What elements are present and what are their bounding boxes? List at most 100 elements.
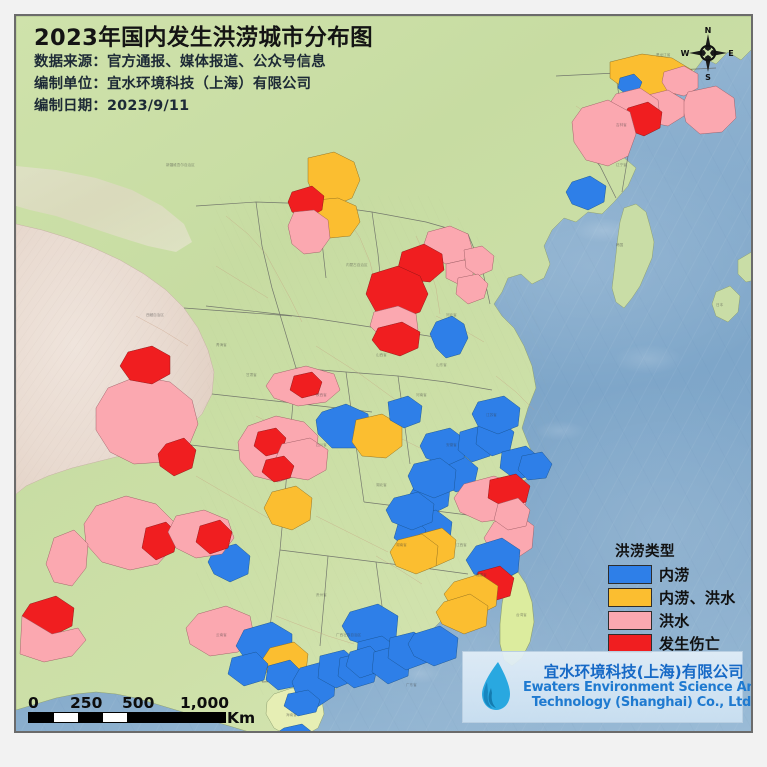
flood-region-group-south [185, 603, 459, 733]
map-frame: 新疆维吾尔自治区 西藏自治区 青海省 内蒙古自治区 山西省 山东省 四川省 湖北… [14, 14, 753, 733]
region-ganzi[interactable] [119, 345, 171, 385]
region-shenyang[interactable] [565, 175, 607, 211]
region-anqing[interactable] [407, 457, 457, 499]
region-handan[interactable] [371, 321, 421, 357]
svg-text:河北省: 河北省 [446, 312, 457, 317]
flood-region-group-beijing-hebei [365, 225, 495, 359]
data-source-line: 数据来源：官方通报、媒体报道、公众号信息 [34, 54, 326, 71]
region-jinan[interactable] [429, 315, 469, 359]
company-name-en1: Ewaters Environment Science And [523, 680, 753, 696]
region-xiangyang[interactable] [351, 413, 403, 459]
region-fangchenggang[interactable] [227, 651, 269, 687]
region-taizhou-zhejiang[interactable] [493, 497, 531, 531]
svg-text:吉林省: 吉林省 [616, 122, 627, 127]
region-nanchang[interactable] [385, 491, 435, 531]
region-shanghai[interactable] [517, 451, 553, 481]
svg-text:日本: 日本 [716, 302, 724, 307]
svg-text:内蒙古自治区: 内蒙古自治区 [346, 262, 368, 267]
scale-bar-ticks: 0 250 500 1,000 [28, 693, 243, 712]
region-shijiazhuang[interactable] [365, 265, 429, 321]
scale-bar: 0 250 500 1,000 Km [28, 693, 255, 727]
flood-region-group-northeast [565, 53, 737, 211]
region-suizhou[interactable] [387, 395, 423, 429]
company-name-en2: Technology (Shanghai) Co., Ltd. [531, 694, 753, 710]
svg-text:云南省: 云南省 [216, 632, 227, 637]
region-cangzhou[interactable] [455, 273, 489, 305]
svg-text:广东省: 广东省 [406, 682, 417, 687]
svg-text:台湾省: 台湾省 [516, 612, 527, 617]
region-nujiang[interactable] [45, 529, 89, 587]
svg-text:韩国: 韩国 [616, 242, 624, 247]
scale-bar-unit: Km [227, 709, 256, 727]
japan-honshu-tip [737, 252, 751, 283]
svg-text:新疆维吾尔自治区: 新疆维吾尔自治区 [166, 162, 195, 167]
region-haikou[interactable] [283, 689, 321, 717]
title-block: 2023年国内发生洪涝城市分布图 数据来源：官方通报、媒体报道、公众号信息 编制… [34, 24, 373, 118]
svg-text:黑龙江省: 黑龙江省 [656, 52, 671, 57]
svg-text:四川省: 四川省 [316, 442, 327, 447]
svg-text:江西省: 江西省 [456, 542, 467, 547]
svg-text:湖北省: 湖北省 [376, 482, 387, 487]
region-eerduosi[interactable] [287, 209, 331, 255]
svg-text:福建省: 福建省 [476, 572, 487, 577]
korean-peninsula [611, 203, 655, 309]
legend-item-hongshui[interactable]: 洪水 [608, 610, 736, 631]
svg-text:陕西省: 陕西省 [316, 392, 327, 397]
scale-tick-0: 0 [28, 694, 39, 712]
region-xuzhou[interactable] [471, 395, 521, 435]
compiler-line: 编制单位：宜水环境科技（上海）有限公司 [34, 76, 312, 93]
region-tianjin[interactable] [463, 245, 495, 277]
region-changchun[interactable] [571, 99, 637, 167]
compass-east-label: E [728, 49, 733, 58]
compass-rose: N S E W [681, 26, 734, 82]
region-mianyang[interactable] [157, 437, 197, 477]
legend-title: 洪涝类型 [615, 544, 675, 560]
scale-tick-500: 500 [122, 694, 155, 712]
company-name-cn: 宜水环境科技(上海)有限公司 [543, 662, 744, 681]
region-luzhou-casualty[interactable] [195, 519, 233, 555]
region-jian[interactable] [389, 533, 439, 575]
region-hefei[interactable] [419, 427, 467, 467]
region-xiamen[interactable] [435, 593, 489, 635]
region-shantou[interactable] [407, 625, 459, 667]
legend-swatch-hongshui [608, 611, 652, 630]
svg-text:湖南省: 湖南省 [396, 542, 407, 547]
region-xiangxi[interactable] [263, 485, 313, 531]
company-logo-panel: 宜水环境科技(上海)有限公司 Ewaters Environment Scien… [462, 651, 751, 723]
svg-text:甘肃省: 甘肃省 [246, 372, 257, 377]
compass-south-label: S [705, 73, 711, 82]
legend-item-casualty[interactable]: 发生伤亡 [608, 633, 736, 654]
legend-label-neilao-hongshui: 内涝、洪水 [659, 589, 736, 607]
svg-text:广西壮族自治区: 广西壮族自治区 [336, 632, 362, 637]
compass-north-label: N [705, 26, 712, 35]
china-map-svg: 新疆维吾尔自治区 西藏自治区 青海省 内蒙古自治区 山西省 山东省 四川省 湖北… [16, 16, 751, 733]
northwest-upland [16, 166, 192, 252]
scale-bar-segments [28, 712, 226, 723]
svg-text:西藏自治区: 西藏自治区 [146, 312, 164, 317]
region-dehong-surround[interactable] [19, 615, 87, 663]
map-place-labels: 新疆维吾尔自治区 西藏自治区 青海省 内蒙古自治区 山西省 山东省 四川省 湖北… [146, 52, 724, 717]
legend-item-neilao-hongshui[interactable]: 内涝、洪水 [608, 587, 736, 608]
svg-text:安徽省: 安徽省 [446, 442, 457, 447]
region-xian-casualty[interactable] [289, 371, 323, 399]
water-drop-icon [482, 662, 510, 710]
scale-tick-250: 250 [70, 694, 103, 712]
compile-date-line: 编制日期：2023/9/11 [34, 97, 190, 114]
legend-label-neilao: 内涝 [659, 566, 690, 584]
compass-needles [689, 34, 727, 72]
prefecture-borders [135, 85, 685, 655]
scale-tick-1000: 1,000 [180, 694, 230, 712]
region-mudanjiang[interactable] [681, 85, 737, 135]
flood-region-group-southwest [19, 345, 235, 663]
svg-text:山东省: 山东省 [436, 362, 447, 367]
region-sanya[interactable] [278, 723, 312, 733]
svg-text:辽宁省: 辽宁省 [616, 162, 627, 167]
legend: 洪涝类型 内涝 内涝、洪水 洪水 发生伤亡 [608, 540, 736, 656]
svg-text:江苏省: 江苏省 [486, 412, 497, 417]
legend-swatch-neilao-hongshui [608, 588, 652, 607]
region-enshi-casualty[interactable] [261, 455, 295, 483]
svg-text:海南省: 海南省 [286, 712, 297, 717]
svg-text:青海省: 青海省 [216, 342, 227, 347]
legend-item-neilao[interactable]: 内涝 [608, 564, 736, 585]
